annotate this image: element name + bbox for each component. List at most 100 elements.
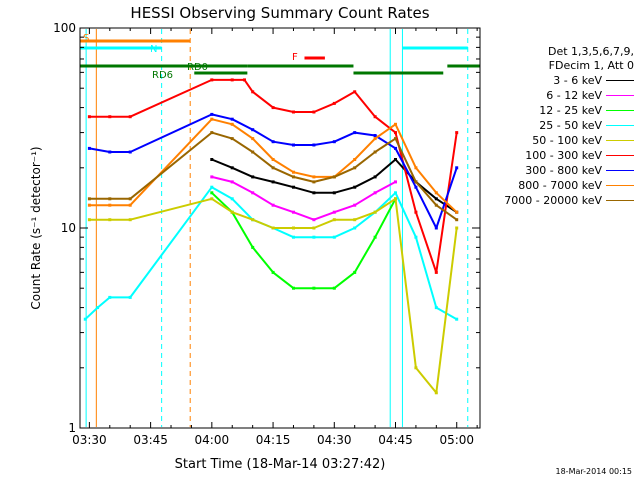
series-3-point-14 <box>414 235 418 239</box>
legend-swatch-1 <box>606 95 634 96</box>
series-8-point-11 <box>373 150 377 154</box>
series-7-point-15 <box>455 210 459 214</box>
legend-swatch-5 <box>606 155 634 156</box>
series-line-8 <box>89 131 458 221</box>
legend-entry-1: 6 - 12 keV <box>482 88 634 103</box>
series-3-point-5 <box>230 197 234 201</box>
legend-label-5: 100 - 300 keV <box>525 149 602 162</box>
series-5-point-12 <box>373 115 377 119</box>
series-4-point-12 <box>394 197 397 201</box>
series-8-point-1 <box>108 197 112 201</box>
legend-swatch-8 <box>606 200 634 201</box>
x-tick-label-2: 04:00 <box>195 433 230 447</box>
series-7-point-10 <box>353 158 357 161</box>
x-tick-label-5: 04:45 <box>378 433 413 447</box>
series-5-point-9 <box>312 110 316 114</box>
legend: Det 1,3,5,6,7,9, FDecim 1, Att 0 3 - 6 k… <box>482 45 634 208</box>
legend-swatch-3 <box>606 125 634 126</box>
series-7-point-6 <box>271 158 275 161</box>
series-1-point-6 <box>332 210 336 214</box>
series-8-point-9 <box>332 175 336 179</box>
legend-label-8: 7000 - 20000 keV <box>504 194 602 207</box>
series-0-point-9 <box>394 158 397 161</box>
series-0-point-4 <box>292 185 295 189</box>
series-8-point-3 <box>210 131 214 135</box>
series-4-point-14 <box>434 391 438 395</box>
flag-label-n-1: N <box>150 44 157 55</box>
series-line-6 <box>89 113 458 229</box>
series-6-point-11 <box>373 134 377 137</box>
flag-label-rd6-3: RD6 <box>152 70 173 81</box>
legend-swatch-6 <box>606 170 634 171</box>
series-8-point-5 <box>251 150 255 154</box>
series-1-point-8 <box>373 191 377 195</box>
series-2-point-6 <box>332 286 336 290</box>
series-5-point-8 <box>292 110 295 114</box>
series-3-point-8 <box>292 235 295 239</box>
series-7-point-0 <box>87 203 91 207</box>
series-4-point-11 <box>373 210 377 214</box>
series-5-point-13 <box>394 131 397 135</box>
series-5-point-16 <box>455 131 459 135</box>
series-6-point-12 <box>394 146 397 150</box>
series-6-point-13 <box>414 185 418 189</box>
series-1-point-7 <box>353 203 357 207</box>
legend-label-2: 12 - 25 keV <box>539 104 602 117</box>
series-4-point-15 <box>455 226 459 230</box>
legend-entry-8: 7000 - 20000 keV <box>482 193 634 208</box>
series-6-point-1 <box>108 150 112 154</box>
flag-label-rd0-2: RD0 <box>187 62 208 73</box>
y-tick-label-1: 10 <box>61 221 76 235</box>
series-6-point-4 <box>230 117 234 121</box>
flag-label-f-4: F <box>292 52 298 63</box>
series-3-point-4 <box>210 185 214 189</box>
series-0-point-8 <box>373 175 377 179</box>
series-0-point-2 <box>251 175 255 179</box>
series-0-point-5 <box>312 191 316 195</box>
series-0-point-3 <box>271 180 275 184</box>
legend-label-0: 3 - 6 keV <box>553 74 602 87</box>
series-8-point-14 <box>434 203 438 207</box>
series-3-point-1 <box>96 306 100 310</box>
series-line-1 <box>211 175 396 221</box>
series-4-point-4 <box>230 210 234 214</box>
series-8-point-13 <box>414 180 418 184</box>
footer-timestamp: 18-Mar-2014 00:15 <box>555 467 633 476</box>
series-line-4 <box>89 197 458 394</box>
series-4-point-3 <box>210 197 214 201</box>
series-6-point-0 <box>87 146 91 150</box>
series-7-point-7 <box>292 170 295 174</box>
series-3-point-0 <box>83 317 87 321</box>
series-1-point-9 <box>394 180 397 184</box>
legend-swatch-2 <box>606 110 634 111</box>
legend-entry-4: 50 - 100 keV <box>482 133 634 148</box>
legend-swatch-4 <box>606 140 634 141</box>
series-6-point-3 <box>210 112 214 116</box>
series-8-point-15 <box>455 218 459 222</box>
series-7-point-3 <box>210 117 214 121</box>
series-1-point-3 <box>271 203 275 207</box>
series-1-point-0 <box>210 175 214 179</box>
series-5-point-15 <box>434 270 438 274</box>
series-1-point-4 <box>292 210 295 214</box>
series-7-point-2 <box>128 203 132 207</box>
series-6-point-14 <box>434 226 438 230</box>
flag-label-s-0: S <box>83 33 89 44</box>
legend-entry-0: 3 - 6 keV <box>482 73 634 88</box>
series-7-point-5 <box>251 137 255 141</box>
series-8-point-2 <box>128 197 132 201</box>
series-4-point-10 <box>353 218 357 222</box>
legend-entry-2: 12 - 25 keV <box>482 103 634 118</box>
series-7-point-4 <box>230 122 234 126</box>
series-8-point-4 <box>230 137 234 141</box>
x-tick-label-1: 03:45 <box>133 433 168 447</box>
legend-label-1: 6 - 12 keV <box>546 89 602 102</box>
series-6-point-9 <box>332 140 336 144</box>
series-4-point-0 <box>87 218 91 222</box>
legend-header-line-1: Det 1,3,5,6,7,9, <box>547 45 634 58</box>
series-4-point-5 <box>251 218 255 222</box>
series-4-point-7 <box>292 226 295 230</box>
axes-layer: 03:30 03:45 04:00 04:15 04:30 04:45 05:00 1 10 10… <box>53 21 480 447</box>
series-4-point-6 <box>271 226 275 230</box>
